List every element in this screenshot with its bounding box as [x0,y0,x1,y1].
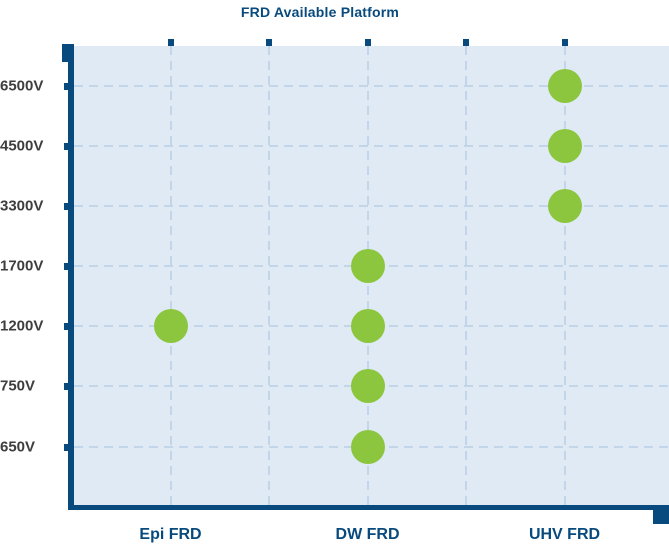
y-axis-tick [64,83,68,90]
data-point [350,249,385,283]
y-axis-label: 1700V [0,257,44,275]
horizontal-gridline [74,85,669,87]
x-axis-top-tick [167,39,174,46]
y-axis-label: 6500V [0,77,44,95]
data-point [350,430,385,464]
y-axis-tick [64,323,68,330]
vertical-gridline [563,46,566,506]
vertical-gridline [169,46,172,506]
y-axis-label: 1200V [0,317,44,335]
data-point [547,69,582,103]
y-axis-tick [64,383,68,390]
y-axis-tick [64,444,68,451]
x-axis-top-tick [364,39,371,46]
y-axis-label: 750V [0,377,36,395]
y-axis-tick [64,143,68,150]
data-point [350,369,385,403]
data-point [153,309,188,343]
x-axis-cap [653,505,669,524]
y-axis-label: 4500V [0,137,44,155]
data-point [350,309,385,343]
x-axis-label: Epi FRD [139,526,202,543]
x-axis-top-tick [463,39,469,46]
horizontal-gridline [74,205,669,207]
x-axis-label: DW FRD [335,526,400,543]
y-axis-label: 3300V [0,197,44,215]
y-axis-tick [64,203,68,210]
x-axis-label: UHV FRD [528,526,601,543]
x-axis-top-tick [266,39,272,46]
horizontal-gridline [74,145,669,147]
x-axis-line [68,505,669,510]
y-axis-tick [64,263,68,270]
x-axis-top-tick [561,39,568,46]
data-point [547,189,582,223]
vertical-gridline [465,46,467,506]
vertical-gridline [268,46,270,506]
y-axis-cap [62,44,74,62]
y-axis-label: 650V [0,438,36,456]
chart-title: FRD Available Platform [240,4,400,20]
data-point [547,129,582,163]
y-axis-line [68,44,74,506]
